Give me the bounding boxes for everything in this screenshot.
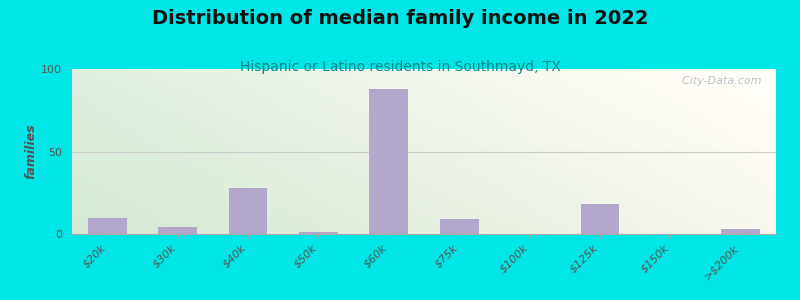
Text: City-Data.com: City-Data.com [675, 76, 762, 85]
Bar [722, 229, 760, 234]
Text: Hispanic or Latino residents in Southmayd, TX: Hispanic or Latino residents in Southmay… [239, 60, 561, 74]
Bar [299, 232, 338, 234]
Bar [370, 89, 408, 234]
Bar [229, 188, 267, 234]
Bar [88, 218, 126, 234]
Bar [158, 227, 197, 234]
Y-axis label: families: families [24, 124, 37, 179]
Bar [581, 204, 619, 234]
Text: Distribution of median family income in 2022: Distribution of median family income in … [152, 9, 648, 28]
Bar [440, 219, 478, 234]
